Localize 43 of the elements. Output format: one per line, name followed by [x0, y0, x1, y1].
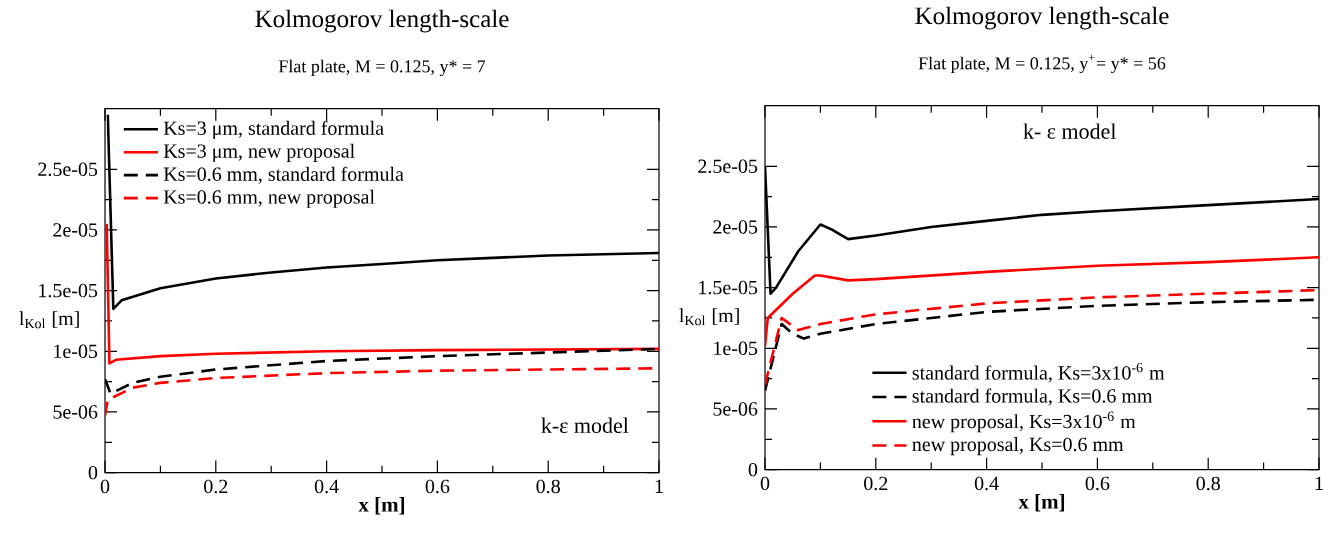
y-tick-label: 1.5e-05 [699, 281, 758, 295]
legend-label: Ks=0.6 mm, standard formula [163, 166, 404, 184]
chart-title: Kolmogorov length-scale [915, 6, 1169, 30]
x-tick-label: 0 [760, 476, 770, 491]
y-tick-label: 1e-05 [54, 344, 98, 359]
y-axis-title: l$_{Kol}$ [m] [679, 308, 739, 326]
y-tick-label: 0 [88, 466, 98, 480]
legend-label: Ks=0.6 mm, new proposal [163, 189, 375, 209]
chart-subtitle: Flat plate, M = 0.125, y* = 7 [278, 59, 486, 77]
y-tick-label: 2e-05 [53, 223, 98, 237]
x-tick-label: 1 [655, 479, 663, 494]
legend-label: new proposal, Ks=0.6 mm [912, 437, 1124, 456]
legend-label: new proposal, Ks=3x10$^{-6}$ m [912, 411, 1136, 433]
annotation: k-ε model [541, 417, 629, 434]
y-tick-label: 1e-05 [714, 341, 758, 356]
x-tick-label: 0 [100, 479, 110, 494]
x-tick-label: 0.8 [536, 479, 560, 494]
legend-label: standard formula, Ks=0.6 mm [912, 388, 1153, 406]
legend-label: Ks=3 μm, standard formula [163, 120, 384, 140]
x-axis-title: x [m] [358, 497, 405, 515]
x-tick-label: 0.4 [314, 479, 339, 494]
x-tick-label: 0.6 [425, 479, 450, 494]
legend-label: Ks=3 μm, new proposal [163, 143, 355, 163]
annotation: k- ε model [1023, 123, 1117, 140]
y-tick-label: 5e-06 [53, 405, 98, 419]
x-tick-label: 0.2 [864, 476, 888, 491]
chart-subtitle: Flat plate, M = 0.125, y$^{+}$= y* = 56 [918, 54, 1166, 74]
y-tick-label: 2.5e-05 [698, 159, 758, 174]
x-tick-label: 0.4 [974, 476, 999, 491]
chart-title: Kolmogorov length-scale [255, 9, 509, 33]
line-series [105, 222, 660, 365]
y-tick-label: 1.5e-05 [39, 284, 98, 298]
y-tick-label: 2e-05 [713, 220, 758, 234]
y-tick-label: 0 [748, 463, 758, 477]
y-axis-title: l$_{Kol}$ [m] [19, 311, 79, 329]
y-tick-label: 5e-06 [713, 402, 758, 416]
x-tick-label: 0.8 [1196, 476, 1220, 491]
x-tick-label: 1 [1315, 476, 1323, 491]
x-axis-title: x [m] [1018, 494, 1065, 512]
x-tick-label: 0.6 [1085, 476, 1110, 491]
y-tick-label: 2.5e-05 [38, 162, 98, 177]
legend-label: standard formula, Ks=3x10$^{-6}$ m [912, 363, 1165, 383]
x-tick-label: 0.2 [204, 479, 228, 494]
